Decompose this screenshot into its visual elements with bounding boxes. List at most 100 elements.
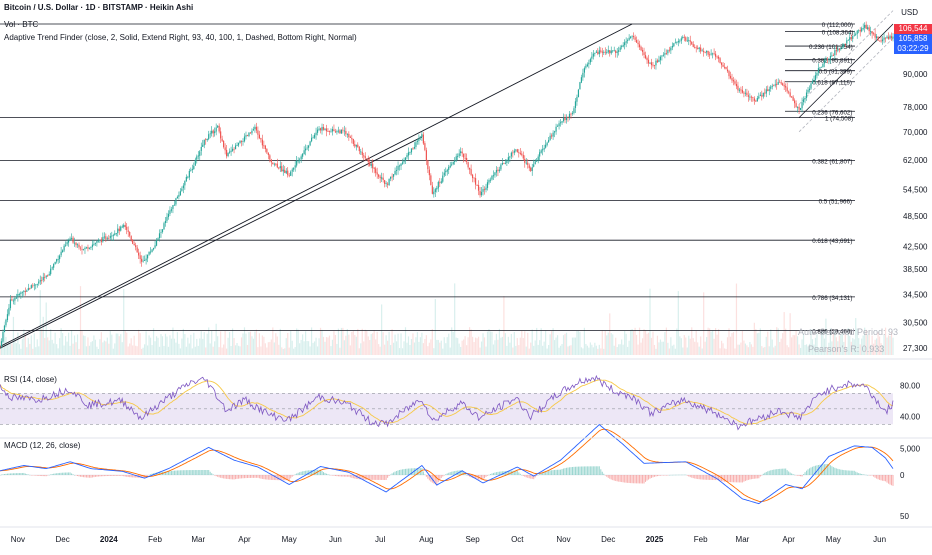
macd-histogram-bar <box>291 475 293 477</box>
macd-histogram-bar <box>588 466 590 475</box>
volume-bar <box>779 341 781 355</box>
candle-body <box>115 233 117 234</box>
volume-bar <box>141 348 143 355</box>
candle-body <box>867 27 869 30</box>
candle-body <box>391 176 393 178</box>
candle-body <box>39 280 41 282</box>
macd-histogram-bar <box>746 475 748 481</box>
candle-body <box>176 196 179 199</box>
candle-body <box>876 36 878 39</box>
macd-histogram-bar <box>589 466 591 475</box>
chart-title[interactable]: Bitcoin / U.S. Dollar · 1D · BITSTAMP · … <box>4 3 194 12</box>
candle-body <box>585 65 587 68</box>
volume-bar <box>54 332 56 355</box>
candle-body <box>692 44 694 47</box>
candle-body <box>384 180 386 184</box>
volume-bar <box>167 346 170 355</box>
volume-bar <box>157 337 159 355</box>
candle-body <box>373 167 375 169</box>
macd-histogram-bar <box>883 475 885 482</box>
rsi-label[interactable]: RSI (14, close) <box>4 375 57 384</box>
indicator-label[interactable]: Adaptive Trend Finder (close, 2, Solid, … <box>4 33 357 42</box>
candle-body <box>671 45 673 48</box>
volume-bar <box>372 333 374 355</box>
macd-histogram-bar <box>39 475 41 476</box>
macd-histogram-bar <box>78 475 80 477</box>
candle-body <box>455 156 457 161</box>
volume-bar <box>9 343 12 355</box>
macd-histogram-bar <box>656 475 658 477</box>
candle-body <box>449 165 451 168</box>
volume-bar <box>826 347 829 355</box>
volume-bar <box>633 330 635 355</box>
fib-level-label: 0.886 (29,466) <box>812 329 852 336</box>
volume-bar <box>336 343 338 355</box>
volume-bar <box>817 347 820 355</box>
macd-histogram-bar <box>130 475 132 478</box>
macd-histogram-bar <box>706 475 708 480</box>
candle-body <box>117 228 119 234</box>
candle-body <box>342 129 344 131</box>
macd-histogram-bar <box>421 468 423 475</box>
volume-bar <box>345 335 347 355</box>
volume-bar <box>428 342 430 355</box>
volume-bar <box>145 331 147 355</box>
macd-histogram-bar <box>53 473 55 475</box>
macd-histogram-bar <box>5 473 7 475</box>
candle-body <box>45 275 47 278</box>
volume-bar <box>855 318 857 355</box>
macd-histogram-bar <box>880 475 882 481</box>
macd-histogram-bar <box>495 472 497 475</box>
volume-bar <box>498 328 501 355</box>
candle-body <box>519 152 521 154</box>
candle-body <box>88 247 91 249</box>
candle-body <box>121 226 123 228</box>
time-axis-tick: Feb <box>694 535 708 544</box>
macd-histogram-bar <box>242 475 244 479</box>
macd-histogram-bar <box>683 474 685 476</box>
macd-histogram-bar <box>850 470 852 475</box>
currency-label[interactable]: USD <box>901 8 918 17</box>
candle-body <box>442 175 444 182</box>
macd-histogram-bar <box>379 475 381 480</box>
candle-body <box>573 108 575 114</box>
macd-histogram-bar <box>236 475 238 479</box>
macd-histogram-bar <box>404 468 407 475</box>
candle-body <box>87 247 89 249</box>
volume-bar <box>503 296 505 355</box>
candle-body <box>132 240 134 244</box>
candle-body <box>27 288 29 291</box>
volume-bar <box>29 343 31 355</box>
volume-bar <box>139 333 141 355</box>
macd-histogram-bar <box>734 475 736 483</box>
macd-label[interactable]: MACD (12, 26, close) <box>4 441 81 450</box>
candle-body <box>734 81 736 84</box>
macd-histogram-bar <box>512 470 514 475</box>
volume-bar <box>223 344 225 355</box>
volume-bar <box>18 344 20 355</box>
volume-bar <box>148 335 150 355</box>
macd-histogram-bar <box>354 475 356 479</box>
candle-body <box>0 341 3 347</box>
candle-body <box>820 66 823 68</box>
price-axis-tick: 62,000 <box>903 156 928 165</box>
volume-label[interactable]: Vol · BTC <box>4 20 39 29</box>
macd-histogram-bar <box>235 475 237 480</box>
volume-bar <box>630 329 632 355</box>
volume-bar <box>236 343 238 355</box>
volume-bar <box>41 328 43 355</box>
candle-body <box>460 151 462 153</box>
volume-bar <box>676 328 678 355</box>
volume-bar <box>67 332 70 355</box>
volume-bar <box>226 348 228 355</box>
volume-bar <box>217 336 219 355</box>
candle-body <box>102 237 104 242</box>
candle-body <box>164 220 167 223</box>
candle-body <box>673 43 675 47</box>
candle-body <box>221 138 223 142</box>
macd-histogram-bar <box>172 470 174 475</box>
candle-body <box>667 50 669 54</box>
candle-body <box>197 155 199 157</box>
volume-bar <box>601 330 603 355</box>
